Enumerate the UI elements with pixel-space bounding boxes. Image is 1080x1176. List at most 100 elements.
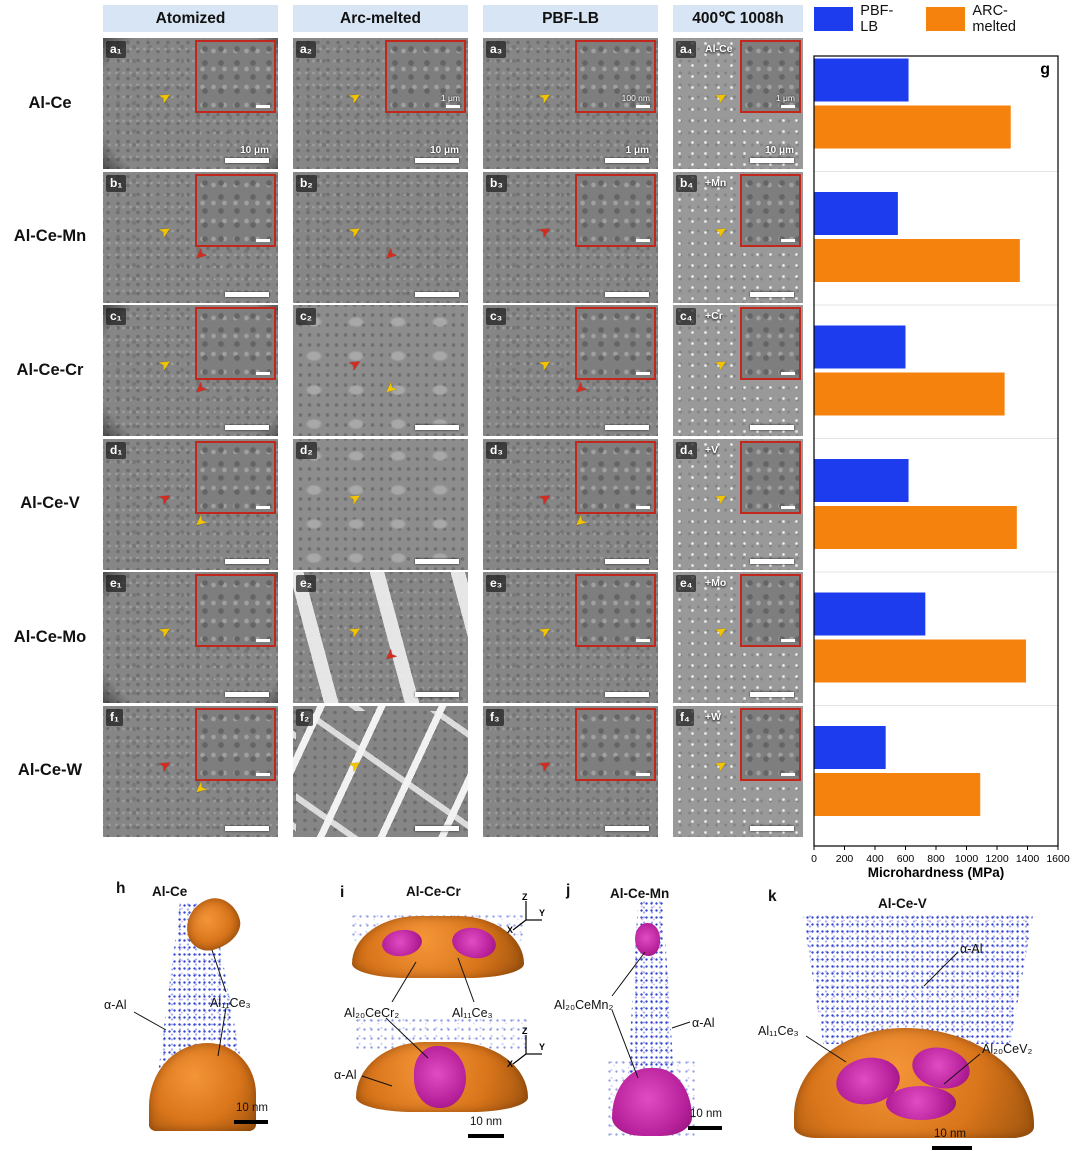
inset-a3: 100 nm: [575, 40, 656, 114]
inset-scalebar-e1: [256, 639, 270, 643]
scalebar-a2: [415, 158, 459, 163]
arrow-yellow-icon: ➤: [570, 511, 591, 533]
x-axis-title: Microhardness (MPa): [868, 865, 1005, 880]
alpha-al-label: α-Al: [960, 942, 983, 956]
micrograph-c1: c₁ ➤ ➤: [103, 305, 278, 436]
micrograph-e2: e₂ ➤ ➤: [293, 572, 468, 703]
scale-text-a1: 10 μm: [240, 145, 269, 156]
scalebar-e3: [605, 692, 649, 697]
inset-a4: 1 μm: [739, 40, 801, 114]
inset-c3: [575, 307, 656, 381]
arrow-red-icon: ➤: [345, 354, 365, 376]
apt-title-alcemn: Al-Ce-Mn: [610, 886, 670, 901]
row-label-al-ce-cr: Al-Ce-Cr: [16, 360, 84, 379]
scalebar-d3: [605, 558, 649, 564]
panel-tag-a4: Al-Ce: [705, 43, 733, 55]
inset-e4: [739, 574, 801, 648]
axis-z-label: Z: [522, 892, 528, 902]
x-tick-label: 1000: [955, 853, 979, 865]
panel-label-e1: e₁: [106, 575, 126, 592]
al11ce3-label: Al₁₁Ce₃: [758, 1024, 799, 1038]
panel-label-b3: b₃: [486, 174, 507, 192]
panel-tag-c4: +Cr: [705, 310, 723, 322]
micrograph-d3: d₃ ➤ ➤: [483, 438, 658, 570]
x-tick-label: 600: [897, 853, 915, 865]
inset-scale-a4: 1 μm: [775, 93, 795, 104]
inset-scalebar-e4: [781, 639, 795, 643]
arrow-yellow-icon: ➤: [155, 87, 175, 109]
arrow-yellow-icon: ➤: [711, 87, 731, 109]
scalebar-d4: [750, 558, 794, 564]
arrow-yellow-icon: ➤: [345, 754, 365, 776]
panel-label-a4: a₄: [676, 41, 697, 58]
inset-scalebar-c1: [256, 372, 270, 376]
scalebar-c4: [750, 425, 794, 430]
arrow-red-icon: ➤: [535, 220, 555, 242]
bar-arcmelted-al-ce-mo: [814, 639, 1026, 683]
legend-label-pbflb: PBF-LB: [860, 3, 894, 35]
microhardness-chart: 0 200 400 600 800 1000 1200 1400 1600 Microhardne…: [811, 55, 1070, 880]
row-label-al-ce-mn: Al-Ce-Mn: [13, 227, 87, 245]
panel-tag-e4: +Mo: [705, 577, 727, 589]
micrograph-c3: c₃ ➤ ➤: [483, 305, 658, 436]
arrow-red-icon: ➤: [155, 487, 175, 509]
arrow-yellow-icon: ➤: [345, 621, 365, 643]
arrow-yellow-icon: ➤: [711, 487, 731, 509]
arrow-red-icon: ➤: [380, 644, 401, 667]
legend-swatch-pbflb: [814, 7, 854, 31]
panel-label-d2: d₂: [296, 441, 317, 459]
scale-text-a4: 10 μm: [765, 145, 794, 156]
arrow-yellow-icon: ➤: [190, 511, 211, 533]
panel-label-d4: d₄: [676, 441, 698, 459]
panel-letter-h: h: [116, 880, 126, 897]
axis-triad-icon: Z X Y: [507, 892, 545, 934]
column-header-3: PBF-LB: [483, 5, 658, 32]
inset-f4: [739, 707, 801, 781]
x-tick-label: 200: [836, 853, 854, 865]
panel-letter-k: k: [768, 888, 777, 905]
alpha-al-label: α-Al: [692, 1016, 715, 1030]
arrow-red-icon: ➤: [535, 487, 555, 509]
inset-scalebar-d3: [636, 505, 650, 509]
x-tick-label: 1200: [985, 853, 1009, 865]
row-label-al-ce: Al-Ce: [28, 93, 72, 112]
inset-scalebar-b3: [636, 238, 650, 242]
scalebar-b4: [750, 291, 794, 297]
micrograph-d1: d₁ ➤ ➤: [103, 438, 278, 570]
bar-pbflb-al-ce-v: [814, 459, 909, 502]
panel-letter-j: j: [566, 882, 571, 899]
scalebar-i: [468, 1134, 504, 1138]
scalebar-b2: [415, 291, 459, 297]
panel-label-f1: f₁: [106, 708, 123, 726]
legend-swatch-arcmelted: [926, 7, 966, 31]
al20cecr2-label: Al₂₀CeCr₂: [344, 1006, 400, 1020]
x-tick-label: 1400: [1016, 853, 1040, 865]
panel-label-e3: e₃: [486, 575, 507, 592]
scalebar-b3: [605, 291, 649, 297]
x-tick-label: 0: [811, 853, 817, 865]
al20cev2-patch: [886, 1086, 956, 1120]
panel-label-c2: c₂: [296, 308, 317, 325]
panel-label-f3: f₃: [486, 708, 504, 726]
inset-d1: [195, 440, 276, 514]
inset-d3: [575, 440, 656, 514]
micrograph-b1: b₁ ➤ ➤: [103, 171, 278, 303]
panel-label-e4: e₄: [676, 575, 697, 592]
axis-x-label: X: [507, 925, 513, 934]
scalebar-e2: [415, 692, 459, 697]
axis-x-label: X: [507, 1059, 513, 1068]
inset-d4: [739, 440, 801, 514]
inset-b3: [575, 173, 656, 247]
scale-text-a2: 10 μm: [430, 145, 459, 156]
arrow-red-icon: ➤: [380, 244, 401, 266]
bar-pbflb-al-ce-cr: [814, 325, 906, 369]
scale-text-j: 10 nm: [690, 1108, 722, 1120]
micrograph-f4: f₄ +W ➤: [673, 705, 803, 837]
bar-pbflb-al-ce-mn: [814, 192, 898, 235]
panel-tag-f4: +W: [705, 710, 722, 723]
al20cemn2-bottom-dome: [612, 1068, 692, 1136]
micrograph-e3: e₃ ➤: [483, 572, 658, 703]
scalebar-h: [234, 1120, 268, 1124]
panel-label-d3: d₃: [486, 441, 507, 459]
